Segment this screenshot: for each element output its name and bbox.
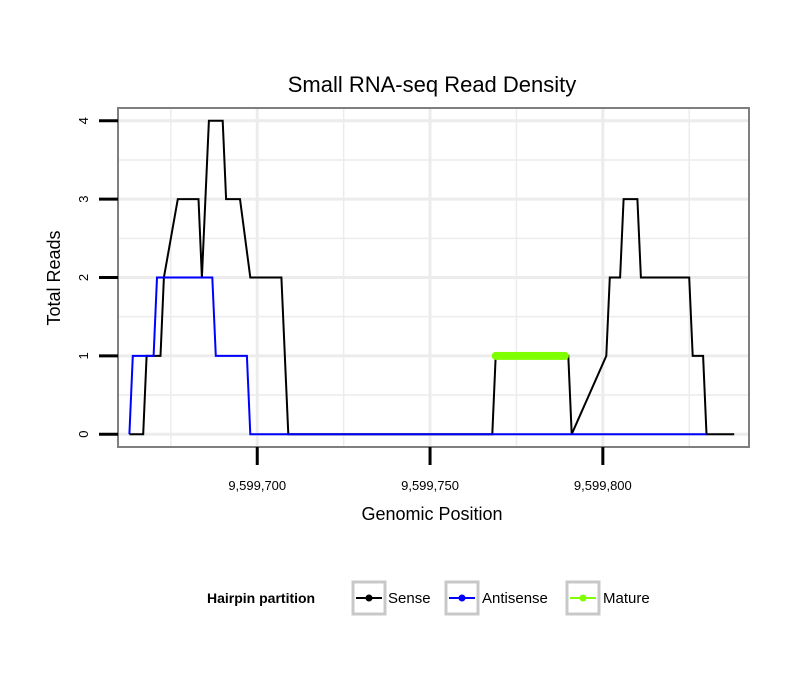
legend-key-point [365, 594, 373, 602]
legend-entries: Sense Antisense Mature [351, 580, 650, 616]
legend-title: Hairpin partition [207, 590, 315, 606]
legend: Hairpin partition Sense Antisense Mature [207, 580, 650, 616]
x-tick-label: 9,599,800 [574, 478, 632, 493]
series-point-mature [560, 351, 569, 360]
series-line-antisense [128, 276, 707, 436]
x-axis: 9,599,700 9,599,750 9,599,800 [228, 447, 632, 493]
legend-item-sense: Sense [351, 580, 431, 616]
gridlines [119, 109, 748, 446]
x-tick-label: 9,599,700 [228, 478, 286, 493]
legend-key-point [458, 594, 466, 602]
y-tick-label: 1 [76, 352, 91, 359]
legend-label: Mature [603, 590, 650, 607]
y-tick-label: 0 [76, 431, 91, 438]
chart-title: Small RNA-seq Read Density [288, 72, 577, 97]
y-tick-label: 4 [76, 117, 91, 124]
y-tick-label: 3 [76, 195, 91, 202]
legend-label: Sense [388, 590, 431, 607]
legend-item-antisense: Antisense [444, 580, 548, 616]
y-tick-label: 2 [76, 274, 91, 281]
series-layer [128, 119, 735, 436]
y-axis-title: Total Reads [44, 230, 64, 325]
series-mature [491, 351, 569, 360]
x-axis-title: Genomic Position [361, 504, 502, 524]
legend-item-mature: Mature [565, 580, 650, 616]
legend-label: Antisense [482, 590, 548, 607]
legend-key-point [579, 594, 587, 602]
x-tick-label: 9,599,750 [401, 478, 459, 493]
y-axis: 0 1 2 3 4 [76, 117, 118, 438]
